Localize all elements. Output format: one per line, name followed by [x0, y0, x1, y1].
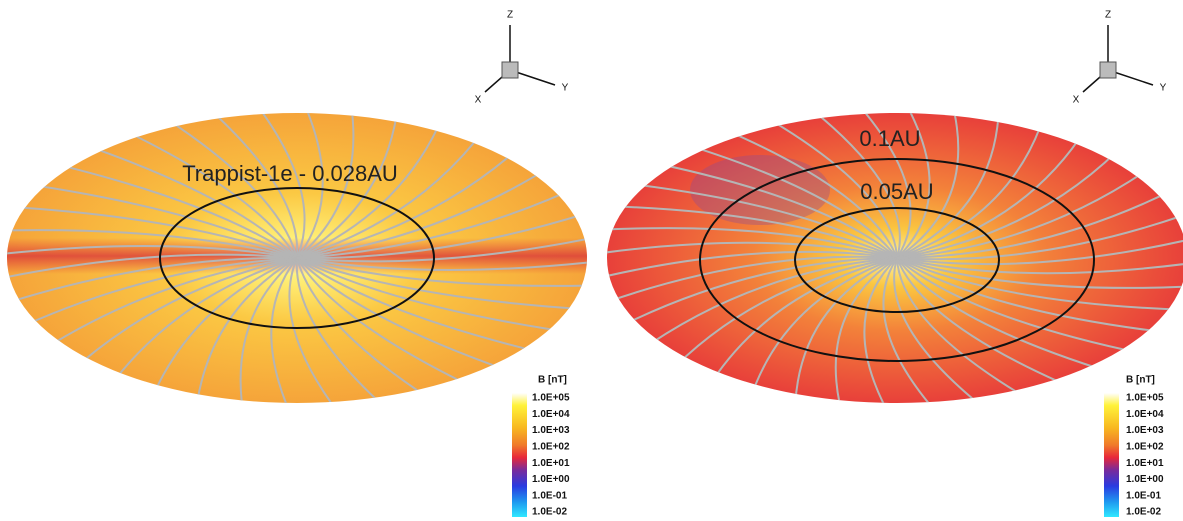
colorbar-label: 1.0E-02 [1126, 507, 1161, 518]
colorbar-label: 1.0E+01 [1126, 458, 1164, 469]
axis-label: X [475, 95, 482, 106]
axis-triad: Z X Y [475, 10, 569, 106]
colorbar-label: 1.0E+03 [532, 425, 570, 436]
colorbar-label: 1.0E+02 [1126, 441, 1164, 452]
colorbar-label: 1.0E+04 [532, 409, 570, 420]
axis-label: Y [1160, 83, 1167, 94]
colorbar: B [nT] 1.0E+05 1.0E+04 1.0E+03 1.0E+02 1.0E+… [1104, 375, 1164, 518]
right-panel: 0.1AU 0.05AU Z X Y B [nT] 1.0E+05 1.0E+04… [567, 10, 1183, 518]
colorbar-label: 1.0E-02 [532, 507, 567, 518]
axis-label: Y [562, 83, 569, 94]
colorbar: B [nT] 1.0E+05 1.0E+04 1.0E+03 1.0E+02 1.0E+… [512, 375, 570, 518]
axis-triad: Z X Y [1073, 10, 1167, 106]
annotation: Trappist-1e - 0.028AU [182, 161, 398, 186]
axis-label: Z [507, 10, 513, 21]
left-panel: Trappist-1e - 0.028AU Z X Y B [nT] 1.0E+… [0, 10, 627, 518]
annotation: 0.1AU [859, 126, 920, 151]
colorbar-title: B [nT] [1126, 375, 1155, 386]
axis-label: X [1073, 95, 1080, 106]
colorbar-label: 1.0E+01 [532, 458, 570, 469]
colorbar-label: 1.0E+04 [1126, 409, 1164, 420]
annotation: 0.05AU [860, 179, 933, 204]
colorbar-label: 1.0E+02 [532, 441, 570, 452]
colorbar-label: 1.0E+00 [532, 474, 570, 485]
figure: Trappist-1e - 0.028AU Z X Y B [nT] 1.0E+… [0, 0, 1183, 521]
colorbar-gradient [512, 393, 527, 517]
colorbar-title: B [nT] [538, 375, 567, 386]
colorbar-label: 1.0E+05 [532, 393, 570, 404]
colorbar-label: 1.0E-01 [532, 490, 567, 501]
colorbar-label: 1.0E-01 [1126, 490, 1161, 501]
colorbar-gradient [1104, 393, 1119, 517]
colorbar-label: 1.0E+05 [1126, 393, 1164, 404]
colorbar-label: 1.0E+03 [1126, 425, 1164, 436]
colorbar-label: 1.0E+00 [1126, 474, 1164, 485]
axis-label: Z [1105, 10, 1111, 21]
